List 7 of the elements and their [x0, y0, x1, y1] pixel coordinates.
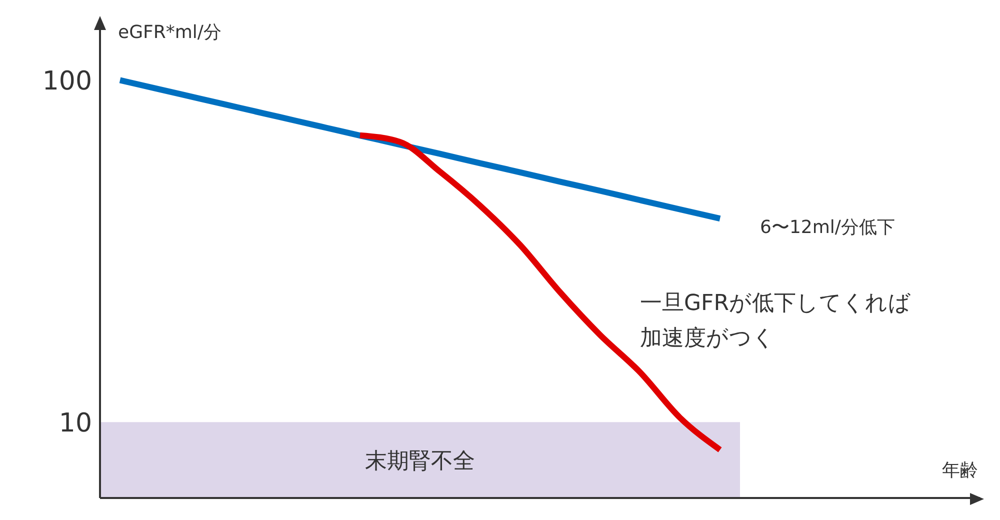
- annotation: 一旦GFRが低下してくれば加速度がつく: [640, 290, 912, 354]
- x-axis-title: 年齢: [942, 459, 978, 482]
- annotation: 6〜12ml/分低下: [760, 216, 896, 240]
- y-tick-label: 100: [42, 66, 92, 96]
- y-axis-title: eGFR*ml/分: [118, 21, 222, 44]
- y-tick-label: 10: [58, 408, 92, 438]
- band-label: 末期腎不全: [365, 448, 475, 474]
